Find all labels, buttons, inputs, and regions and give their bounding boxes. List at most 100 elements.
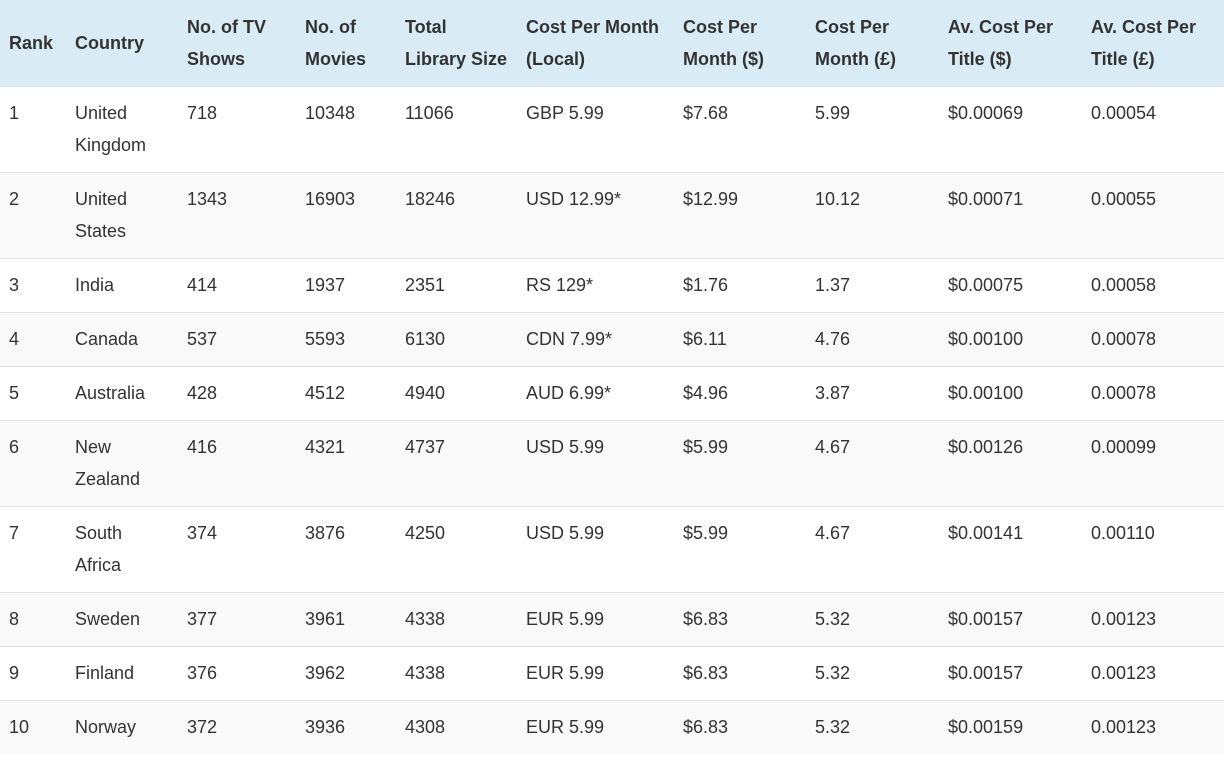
table-row: 4 Canada 537 5593 6130 CDN 7.99* $6.11 4.76 $0.0… (0, 312, 1224, 367)
table-cell: $0.00100 (948, 329, 1024, 349)
table-cell: 0.00078 (1091, 329, 1157, 349)
table-cell: 0.00058 (1091, 275, 1157, 295)
table-cell: 3.87 (815, 383, 851, 403)
table-cell: $6.83 (683, 609, 729, 629)
table-row: 6 New Zealand 416 4321 4737 USD 5.99 $5.99 4.67… (0, 420, 1224, 507)
table-cell: GBP 5.99 (526, 103, 604, 123)
table-cell: $0.00069 (948, 103, 1024, 123)
table-cell: USD 12.99* (526, 189, 622, 209)
table-cell: Australia (75, 383, 146, 403)
table-cell: 3961 (305, 609, 346, 629)
table-cell: 16903 (305, 189, 356, 209)
table-cell: $0.00157 (948, 609, 1024, 629)
table-cell: United Kingdom (75, 103, 147, 155)
table-cell: 3962 (305, 663, 346, 683)
table-cell: 0.00055 (1091, 189, 1157, 209)
column-header: Country (66, 0, 178, 87)
table-cell: $0.00100 (948, 383, 1024, 403)
table-row: 10 Norway 372 3936 4308 EUR 5.99 $6.83 5.32 $0.0… (0, 700, 1224, 754)
table-cell: New Zealand (75, 437, 141, 489)
table-cell: 4338 (405, 663, 446, 683)
table-row: 3 India 414 1937 2351 RS 129* $1.76 1.37 $0.0007… (0, 258, 1224, 313)
table-cell: 1 (9, 103, 20, 123)
table-cell: $12.99 (683, 189, 739, 209)
table-cell: 0.00110 (1091, 523, 1155, 543)
table-cell: 0.00123 (1091, 717, 1157, 737)
table-cell: 0.00099 (1091, 437, 1157, 457)
table-header: Rank Country No. of TV Shows No. of Movies T… (0, 0, 1224, 87)
table-cell: United States (75, 189, 128, 241)
column-header: Cost Per Month (£) (806, 0, 939, 87)
table-cell: EUR 5.99 (526, 663, 605, 683)
table-cell: 10348 (305, 103, 356, 123)
table-cell: RS 129* (526, 275, 594, 295)
table-cell: 0.00078 (1091, 383, 1157, 403)
table-cell: 0.00123 (1091, 663, 1157, 683)
table-cell: 4 (9, 329, 20, 349)
table-cell: 3876 (305, 523, 346, 543)
column-header: Cost Per Month (Local) (517, 0, 674, 87)
table-cell: 4250 (405, 523, 446, 543)
column-header: Rank (0, 0, 66, 87)
table-cell: 5.32 (815, 609, 851, 629)
table-cell: $0.00159 (948, 717, 1024, 737)
table-cell: 6 (9, 437, 20, 457)
table-cell: 4.67 (815, 523, 851, 543)
column-header: Av. Cost Per Title ($) (939, 0, 1082, 87)
table-cell: 2351 (405, 275, 446, 295)
table-cell: 718 (187, 103, 218, 123)
table-cell: CDN 7.99* (526, 329, 613, 349)
table-cell: 8 (9, 609, 20, 629)
table-cell: South Africa (75, 523, 123, 575)
table-cell: 2 (9, 189, 20, 209)
table-cell: USD 5.99 (526, 437, 605, 457)
table-cell: 377 (187, 609, 218, 629)
table-cell: 5.32 (815, 717, 851, 737)
table-cell: $5.99 (683, 523, 729, 543)
table-cell: EUR 5.99 (526, 717, 605, 737)
table-row: 5 Australia 428 4512 4940 AUD 6.99* $4.96 3.87 $… (0, 366, 1224, 421)
table-cell: 4308 (405, 717, 446, 737)
table-cell: 4737 (405, 437, 446, 457)
table-cell: 10 (9, 717, 30, 737)
column-header: Av. Cost Per Title (£) (1082, 0, 1224, 87)
table-cell: 3936 (305, 717, 346, 737)
table-cell: $1.76 (683, 275, 729, 295)
table-cell: 4512 (305, 383, 346, 403)
table-cell: $0.00141 (948, 523, 1024, 543)
table-cell: 5.99 (815, 103, 851, 123)
table-cell: Canada (75, 329, 139, 349)
table-cell: 18246 (405, 189, 456, 209)
column-header: No. of Movies (296, 0, 396, 87)
table-cell: $0.00126 (948, 437, 1024, 457)
table-cell: EUR 5.99 (526, 609, 605, 629)
table-cell: $6.11 (683, 329, 727, 349)
column-header: Total Library Size (396, 0, 517, 87)
table-cell: 0.00123 (1091, 609, 1157, 629)
table-cell: 0.00054 (1091, 103, 1157, 123)
table-cell: AUD 6.99* (526, 383, 612, 403)
table-cell: 4.67 (815, 437, 851, 457)
table-cell: 414 (187, 275, 218, 295)
table-row: 1 United Kingdom 718 10348 11066 GBP 5.99 $7.6… (0, 86, 1224, 173)
column-header: No. of TV Shows (178, 0, 296, 87)
table-cell: 6130 (405, 329, 446, 349)
table-cell: 5.32 (815, 663, 851, 683)
table-cell: India (75, 275, 115, 295)
table-cell: $0.00157 (948, 663, 1024, 683)
table-cell: 1343 (187, 189, 228, 209)
table-cell: $0.00071 (948, 189, 1024, 209)
table-cell: 4321 (305, 437, 346, 457)
table-cell: $0.00075 (948, 275, 1024, 295)
table-cell: 4338 (405, 609, 446, 629)
table-cell: 5 (9, 383, 20, 403)
table-cell: 416 (187, 437, 218, 457)
table-cell: 1.37 (815, 275, 851, 295)
table-cell: 5593 (305, 329, 346, 349)
table-cell: 9 (9, 663, 20, 683)
table-cell: 428 (187, 383, 218, 403)
table-cell: 4940 (405, 383, 446, 403)
table-cell: $5.99 (683, 437, 729, 457)
table-cell: 374 (187, 523, 218, 543)
